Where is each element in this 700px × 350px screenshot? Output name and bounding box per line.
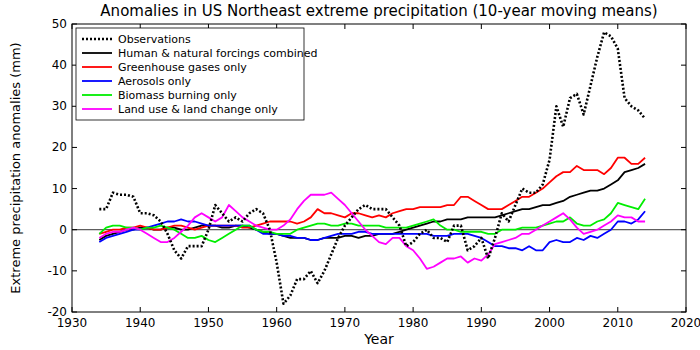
x-tick-top bbox=[344, 24, 345, 29]
x-axis-label: Year bbox=[363, 331, 394, 347]
y-tick bbox=[72, 188, 77, 189]
x-tick-top bbox=[617, 24, 618, 29]
y-tick-right bbox=[681, 106, 686, 107]
x-tick-label: 1940 bbox=[125, 316, 156, 330]
chart-root: Anomalies in US Northeast extreme precip… bbox=[0, 0, 700, 350]
x-tick-label: 1980 bbox=[398, 316, 429, 330]
x-tick bbox=[481, 307, 482, 312]
x-tick-label: 1970 bbox=[330, 316, 361, 330]
y-tick-right bbox=[681, 65, 686, 66]
y-tick-label: -20 bbox=[47, 305, 67, 319]
y-tick-right bbox=[681, 270, 686, 271]
x-tick bbox=[617, 307, 618, 312]
series-line bbox=[99, 164, 645, 240]
y-tick-right bbox=[681, 147, 686, 148]
y-tick-right bbox=[681, 188, 686, 189]
y-tick-label: 20 bbox=[52, 140, 67, 154]
legend-label: Human & natural forcings combined bbox=[118, 47, 317, 60]
legend-label: Biomass burning only bbox=[118, 89, 237, 102]
y-tick-label: -10 bbox=[47, 264, 67, 278]
series-line bbox=[99, 32, 645, 304]
y-tick bbox=[72, 147, 77, 148]
background bbox=[0, 0, 700, 350]
legend-swatch bbox=[82, 94, 112, 96]
title: Anomalies in US Northeast extreme precip… bbox=[100, 2, 657, 20]
series-line bbox=[99, 158, 645, 234]
legend-swatch bbox=[82, 52, 112, 54]
x-tick-label: 2020 bbox=[671, 316, 700, 330]
x-tick-label: 2000 bbox=[534, 316, 565, 330]
plot-area bbox=[72, 32, 686, 304]
y-axis-label: Extreme precipitation anomalies (mm) bbox=[8, 42, 23, 293]
x-tick bbox=[413, 307, 414, 312]
x-tick-label: 2010 bbox=[603, 316, 634, 330]
x-tick bbox=[208, 307, 209, 312]
x-tick-label: 1960 bbox=[261, 316, 292, 330]
legend-swatch bbox=[82, 108, 112, 110]
y-tick-label: 10 bbox=[52, 182, 67, 196]
legend-swatch bbox=[82, 80, 112, 82]
legend-label: Greenhouse gases only bbox=[118, 61, 247, 74]
legend-label: Observations bbox=[118, 33, 191, 46]
legend: ObservationsHuman & natural forcings com… bbox=[76, 28, 317, 120]
x-tick-label: 1950 bbox=[193, 316, 224, 330]
legend-label: Land use & land change only bbox=[118, 103, 278, 116]
y-tick-label: 30 bbox=[52, 99, 67, 113]
y-tick bbox=[72, 270, 77, 271]
x-tick bbox=[276, 307, 277, 312]
legend-label: Aerosols only bbox=[118, 75, 192, 88]
x-tick bbox=[140, 307, 141, 312]
x-tick-top bbox=[481, 24, 482, 29]
x-tick bbox=[549, 307, 550, 312]
legend-swatch bbox=[82, 66, 112, 68]
y-tick-label: 50 bbox=[52, 17, 67, 31]
y-tick-label: 40 bbox=[52, 58, 67, 72]
x-tick-top bbox=[549, 24, 550, 29]
x-tick-top bbox=[413, 24, 414, 29]
x-tick bbox=[344, 307, 345, 312]
legend-swatch bbox=[82, 38, 112, 41]
y-tick-label: 0 bbox=[59, 223, 67, 237]
x-tick-label: 1990 bbox=[466, 316, 497, 330]
plot-frame bbox=[72, 24, 686, 312]
legend-box bbox=[76, 28, 304, 120]
